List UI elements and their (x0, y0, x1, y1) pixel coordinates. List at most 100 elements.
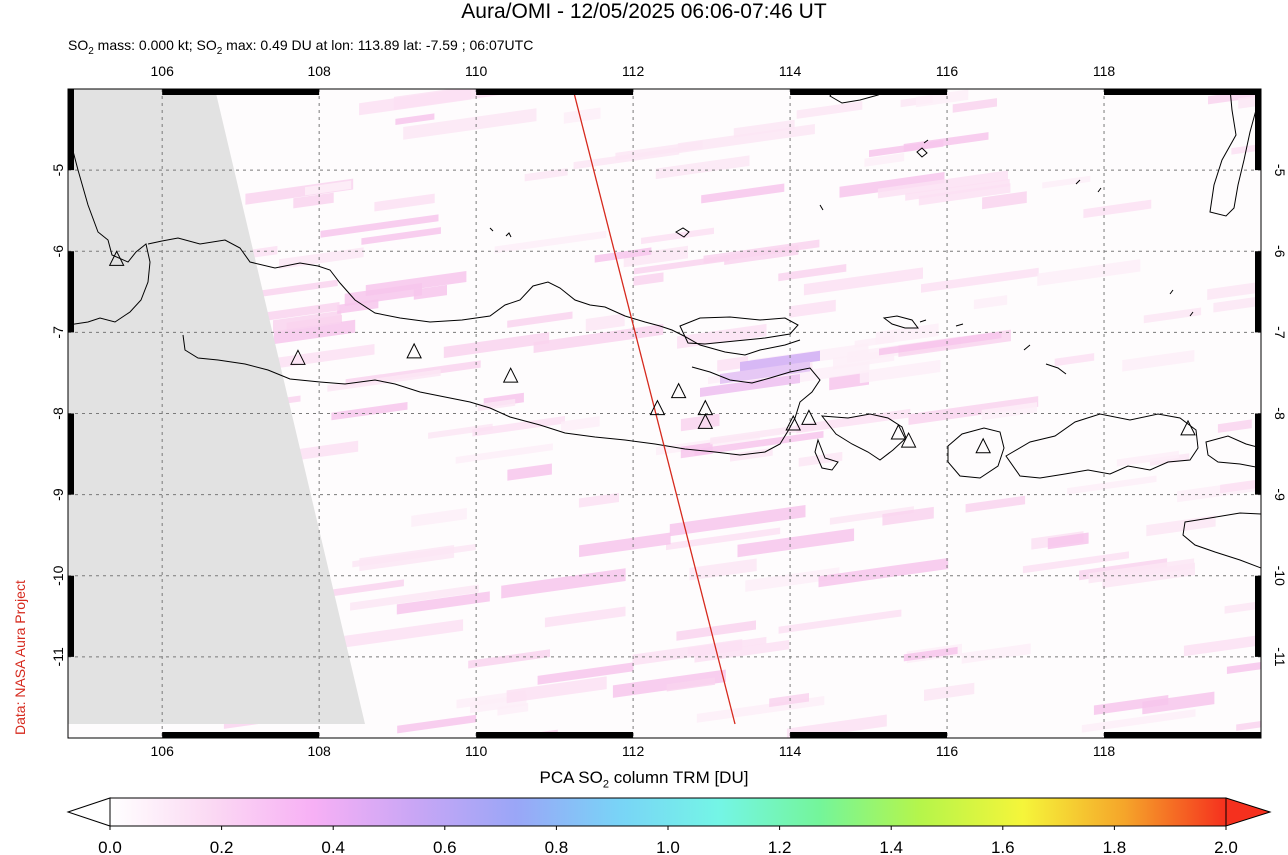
lon-tick-label-top: 118 (1093, 63, 1116, 79)
so2-pixel (344, 619, 464, 648)
colorbar-tick-label: 0.8 (545, 838, 569, 855)
bali-strait-tip (814, 438, 839, 471)
so2-pixel (472, 415, 565, 437)
volcano-triangle-icon (801, 409, 817, 425)
colorbar: 0.0 0.2 0.4 0.6 0.8 1.0 1.2 1.4 1.6 1.8 2.0 (66, 797, 1272, 855)
so2-pixel (745, 567, 840, 592)
lat-tick-label-right: -6 (1272, 245, 1288, 258)
colorbar-tick-label: 2.0 (1214, 838, 1238, 855)
lon-tick-label-bottom: 106 (151, 743, 175, 759)
lat-tick-label-right: -5 (1272, 164, 1288, 177)
frame-bar-top (476, 89, 634, 95)
so2-pixel (981, 402, 1038, 421)
colorbar-gradient (109, 797, 1227, 827)
so2-pixel (965, 495, 1026, 513)
so2-pixel (327, 369, 441, 392)
so2-retrieval-pixels (220, 89, 1261, 738)
small-islands-east (819, 179, 1194, 375)
so2-pixel (468, 649, 551, 669)
so2-pixel (1149, 453, 1190, 466)
colorbar-title-subscript: 2 (602, 778, 609, 791)
so2-pixel (879, 331, 1002, 356)
so2-pixel (737, 528, 855, 558)
so2-pixel (952, 98, 998, 113)
map-frame (67, 88, 1262, 739)
so2-pixel (666, 677, 716, 692)
so2-pixel (730, 447, 773, 462)
so2-pixel (506, 676, 607, 704)
so2-pixel (633, 255, 729, 275)
frame-bar-left (68, 251, 74, 333)
so2-pixel (507, 463, 552, 481)
so2-pixel (915, 89, 969, 108)
so2-pixel (669, 505, 806, 537)
so2-pixel (924, 682, 975, 702)
frame-bar-bottom (1104, 732, 1261, 738)
colorbar-tick-labels: 0.0 0.2 0.4 0.6 0.8 1.0 1.2 1.4 1.6 1.8 2.0 (98, 826, 1238, 855)
so2-pixel (641, 227, 714, 245)
so2-pixel (585, 313, 625, 332)
frame-bar-bottom (476, 732, 634, 738)
colorbar-tick-label: 0.4 (321, 838, 345, 855)
so2-max-pixel (700, 373, 800, 397)
so2-pixel (877, 170, 1009, 199)
so2-pixel (612, 669, 726, 698)
lat-tick-label-left: -6 (50, 245, 66, 258)
so2-pixel (875, 323, 939, 345)
so2-mass-text: mass: 0.000 kt; SO (93, 37, 217, 53)
so2-pixel (796, 101, 863, 119)
lat-tick-label-left: -8 (50, 407, 66, 420)
so2-pixel (1142, 691, 1215, 715)
so2-pixel (1037, 259, 1141, 287)
lat-tick-label-right: -9 (1272, 488, 1288, 501)
graticule (68, 89, 1261, 738)
volcano-triangle-icon (697, 413, 714, 429)
so2-pixel (337, 299, 379, 314)
so2-pixel (1093, 695, 1169, 715)
lat-tick-label-left: -10 (50, 565, 66, 585)
flores-island (1205, 435, 1261, 469)
lon-tick-label-top: 116 (936, 63, 959, 79)
colorbar-title-prefix: PCA SO (539, 768, 603, 787)
so2-pixel (245, 302, 340, 324)
so2-pixel (544, 606, 626, 628)
so2-pixel (477, 398, 516, 412)
so2-pixel (1067, 475, 1157, 495)
map-title: Aura/OMI - 12/05/2025 06:06-07:46 UT (461, 0, 827, 23)
so2-pixel (374, 193, 435, 212)
so2-pixel (1146, 515, 1216, 537)
so2-pixel (859, 359, 941, 384)
so2-pixel (561, 416, 600, 432)
so2-pixel (788, 299, 836, 318)
lat-tick-label-right: -11 (1272, 647, 1288, 666)
lat-tick-label-left: -5 (50, 164, 66, 177)
so2-pixel (677, 124, 815, 154)
so2-pixel (733, 119, 795, 138)
so2-pixel (633, 272, 664, 286)
so2-pixel (1220, 475, 1261, 494)
axis-tick-labels: 106 106 108 108 110 110 112 112 114 114 116 116 118 1… (50, 63, 1288, 759)
so2-max-text: max: 0.49 DU at lon: 113.89 lat: -7.59 ;… (222, 37, 534, 53)
lat-tick-label-left: -9 (50, 488, 66, 501)
sumba-island (1182, 512, 1261, 569)
no-data-region (68, 89, 365, 724)
so2-pixel (573, 147, 680, 170)
so2-pixel (882, 506, 934, 526)
so2-pixel (1236, 716, 1261, 731)
coastlines (68, 89, 1261, 569)
so2-pixel (973, 295, 1008, 310)
so2-pixel (655, 155, 750, 180)
so2-pixel (397, 714, 477, 734)
frame-bar-top (790, 89, 948, 95)
lon-tick-label-top: 114 (779, 63, 802, 79)
frame-bar-left (68, 413, 74, 495)
volcano-triangle-icon (290, 349, 306, 365)
so2-pixel (269, 344, 375, 370)
volcano-triangle-icon (406, 342, 422, 359)
lat-tick-label-left: -11 (50, 647, 66, 666)
volcano-triangle-icon (108, 250, 125, 266)
so2-summary: SO2 mass: 0.000 kt; SO2 max: 0.49 DU at … (68, 36, 533, 61)
so2-pixel (666, 527, 781, 551)
so2-pixel (1183, 629, 1261, 657)
so2-pixel (1042, 175, 1091, 189)
